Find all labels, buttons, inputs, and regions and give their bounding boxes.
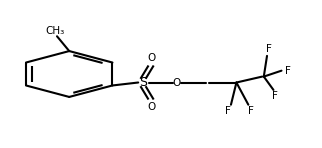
Text: S: S	[139, 76, 147, 89]
Text: F: F	[225, 106, 231, 116]
Text: F: F	[272, 91, 278, 101]
Text: O: O	[173, 78, 181, 87]
Text: F: F	[248, 106, 254, 116]
Text: F: F	[266, 44, 271, 54]
Text: O: O	[147, 53, 155, 63]
Text: O: O	[147, 102, 155, 112]
Text: CH₃: CH₃	[46, 25, 65, 36]
Text: F: F	[285, 66, 290, 76]
